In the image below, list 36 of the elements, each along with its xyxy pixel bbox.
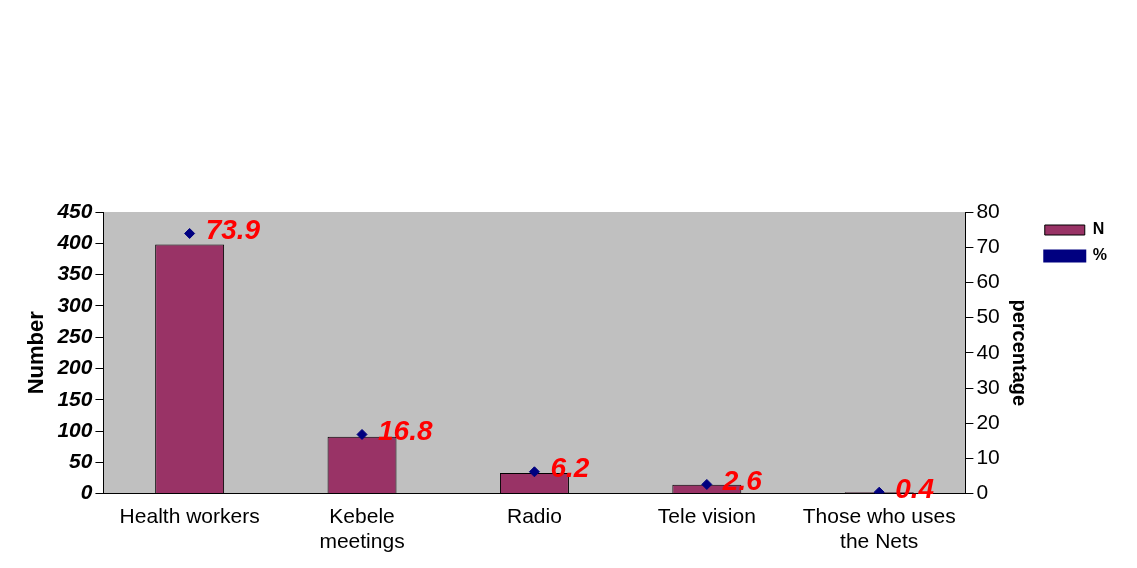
- y-tick-label: 450: [56, 198, 93, 222]
- y2-tick-label: 60: [976, 269, 1000, 293]
- legend-label: %: [1092, 246, 1108, 264]
- y-tick-label: 400: [56, 230, 93, 254]
- data-label: 6.2: [550, 452, 590, 484]
- x-tick-label: Tele vision: [657, 504, 756, 527]
- y2-tick-label: 30: [976, 374, 1000, 398]
- x-tick-label: Those who uses the Nets: [802, 504, 956, 553]
- y-tick-label: 350: [57, 261, 93, 285]
- point: [701, 478, 713, 490]
- y-tick-label: 150: [57, 386, 93, 410]
- y2-axis-title: percentage: [1009, 299, 1032, 407]
- point: [356, 428, 368, 440]
- point: [528, 466, 540, 478]
- y2-tick-label: 20: [976, 410, 1000, 433]
- point: [184, 227, 196, 239]
- y-tick-label: 50: [69, 449, 93, 473]
- data-label: 73.9: [205, 214, 261, 246]
- y2-tick-label: 0: [976, 480, 989, 504]
- x-tick-label: Kebele meetings: [319, 504, 405, 553]
- y2-tick-label: 80: [976, 198, 1000, 222]
- x-tick-label: Health workers: [119, 504, 260, 527]
- y2-tick-label: 70: [976, 234, 1000, 257]
- y2-tick-label: 50: [976, 304, 1000, 328]
- data-label: 2.6: [721, 465, 763, 497]
- y2-tick-label: 10: [976, 445, 1000, 469]
- y2-tick-label: 40: [976, 339, 1000, 363]
- y-tick-label: 300: [57, 292, 93, 316]
- y-tick-label: 250: [56, 323, 93, 347]
- y-tick-label: 0: [80, 480, 93, 504]
- y-tick-label: 200: [56, 355, 93, 379]
- y-tick-label: 100: [57, 417, 93, 441]
- x-tick-label: Radio: [506, 504, 562, 527]
- data-label: 16.8: [378, 415, 433, 447]
- y-axis-title: Number: [23, 310, 49, 395]
- legend-label: N: [1092, 220, 1105, 238]
